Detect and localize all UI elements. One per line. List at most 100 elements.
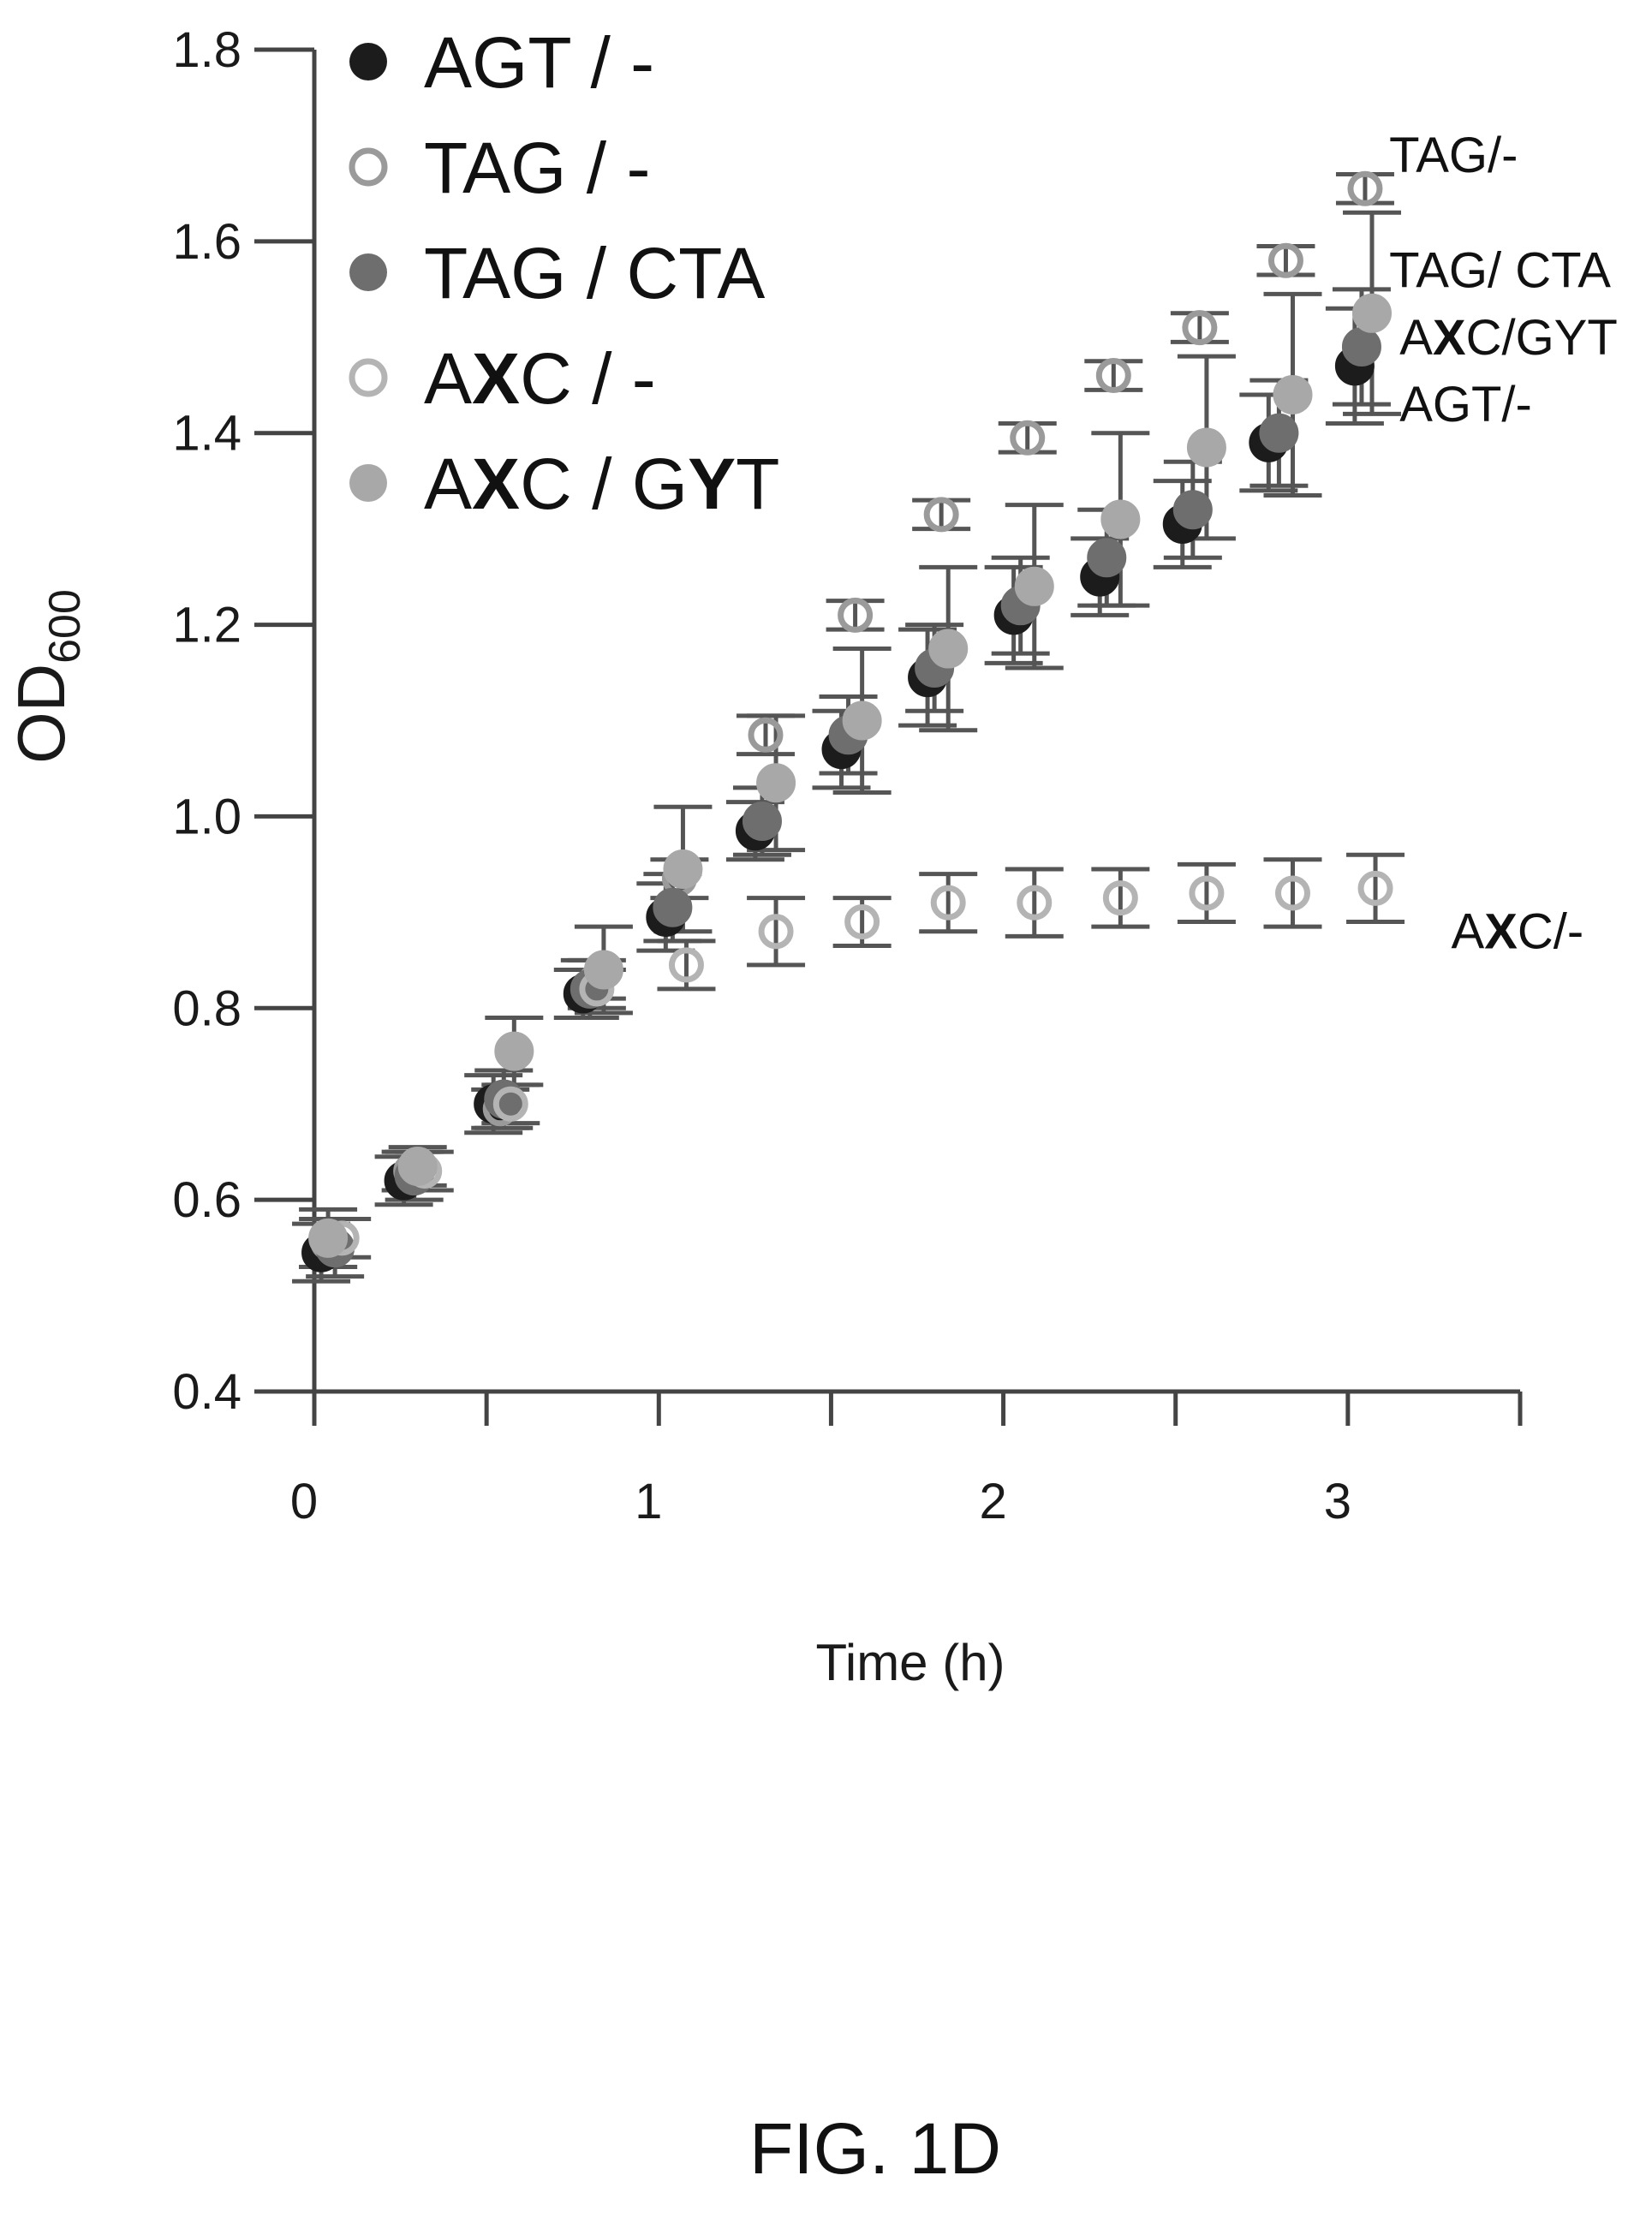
data-point (1273, 374, 1313, 414)
data-point (494, 1031, 534, 1071)
series-annotation: AGT/- (1399, 377, 1532, 432)
label-part: X (472, 444, 520, 524)
data-point (484, 1079, 524, 1119)
figure-caption: FIG. 1D (749, 2108, 1001, 2189)
data-point (930, 885, 966, 921)
legend-marker (349, 43, 387, 80)
label-part: X (1484, 904, 1518, 960)
y-axis-title-main: OD (3, 664, 79, 764)
data-point (1357, 870, 1393, 906)
legend-label: TAG / - (424, 128, 650, 208)
y-tick-label: 1.8 (172, 22, 242, 78)
label-part: T (736, 444, 779, 524)
y-tick-label: 0.6 (172, 1172, 242, 1228)
data-point (1274, 875, 1310, 911)
data-point (923, 497, 959, 533)
x-tick-label: 3 (1324, 1474, 1351, 1529)
data-point (308, 1218, 349, 1258)
data-point (397, 1146, 438, 1186)
data-point (1014, 566, 1054, 606)
y-axis-title-subscript: 600 (40, 589, 90, 664)
data-point (1259, 413, 1299, 453)
series-annotation: AXC/GYT (1399, 310, 1618, 366)
y-axis-title: OD600 (3, 589, 90, 764)
legend-label: TAG / CTA (424, 233, 765, 313)
data-point (742, 802, 782, 842)
x-tick-label: 1 (635, 1474, 662, 1529)
data-point (1087, 538, 1127, 578)
series-annotation: AXC/- (1452, 904, 1584, 960)
y-tick-label: 1.2 (172, 598, 242, 653)
label-part: TAG/ CTA (1389, 242, 1611, 298)
data-point (1100, 499, 1141, 539)
x-tick-label: 0 (290, 1474, 318, 1529)
label-part: C/- (1518, 904, 1583, 960)
series-4-markers (324, 870, 1393, 1256)
legend-marker (349, 253, 387, 291)
data-point (1095, 358, 1131, 394)
y-tick-label: 0.4 (172, 1364, 242, 1420)
data-point (844, 904, 880, 940)
series-5-markers (308, 293, 1393, 1258)
data-point (663, 849, 703, 889)
data-point (1186, 427, 1226, 468)
label-part: C / - (520, 338, 656, 419)
data-point (758, 914, 794, 950)
data-point (756, 763, 796, 803)
y-tick-label: 1.4 (172, 406, 242, 462)
x-axis-title: Time (h) (815, 1634, 1005, 1691)
label-part: C / G (520, 444, 688, 524)
legend-label: AXC / GYT (424, 444, 779, 524)
data-point (492, 1086, 528, 1122)
series-annotation: TAG/ CTA (1389, 242, 1611, 298)
label-part: X (1433, 310, 1466, 366)
data-point (1172, 490, 1213, 530)
label-part: A (424, 444, 472, 524)
data-point (1267, 242, 1303, 278)
y-tick-label: 0.8 (172, 980, 242, 1036)
data-point (668, 947, 704, 983)
legend-marker (349, 464, 387, 502)
y-tick-label: 1.6 (172, 214, 242, 270)
legend-marker (349, 147, 388, 187)
label-part: TAG / - (424, 128, 650, 208)
data-point (838, 597, 874, 633)
data-point (653, 887, 693, 927)
data-point (1189, 875, 1225, 911)
data-point (1182, 310, 1218, 346)
data-point (842, 700, 882, 741)
label-part: A (424, 338, 472, 419)
label-part: X (472, 338, 520, 419)
label-part: TAG / CTA (424, 233, 765, 313)
data-point (1010, 420, 1046, 456)
data-point (1017, 885, 1053, 921)
axes: 0.4 0.6 0.8 1.0 1.2 1.4 1.6 1.8 0 1 2 3 (172, 22, 1523, 1529)
y-tick-label: 1.0 (172, 789, 242, 844)
y-ticks: 0.4 0.6 0.8 1.0 1.2 1.4 1.6 1.8 (172, 22, 314, 1420)
series-annotation: TAG/- (1389, 128, 1518, 183)
data-point (583, 950, 623, 990)
label-part: TAG/- (1389, 128, 1518, 183)
data-markers (301, 170, 1393, 1272)
data-point (1341, 326, 1381, 367)
label-part: AGT/- (1399, 377, 1532, 432)
data-point (1102, 880, 1138, 916)
legend-marker (349, 358, 388, 397)
label-part: A (1452, 904, 1485, 960)
label-part: C/GYT (1466, 310, 1618, 366)
legend-label: AXC / - (424, 338, 656, 419)
legend-label: AGT / - (424, 22, 654, 103)
label-part: A (1399, 310, 1433, 366)
label-part: Y (688, 444, 736, 524)
data-point (1347, 170, 1383, 206)
label-part: AGT / - (424, 22, 654, 103)
x-ticks: 0 1 2 3 (290, 1392, 1523, 1529)
data-point (928, 629, 969, 669)
data-point (748, 717, 784, 753)
svg-text:OD600: OD600 (3, 589, 90, 764)
x-tick-label: 2 (979, 1474, 1006, 1529)
data-point (1352, 293, 1393, 333)
